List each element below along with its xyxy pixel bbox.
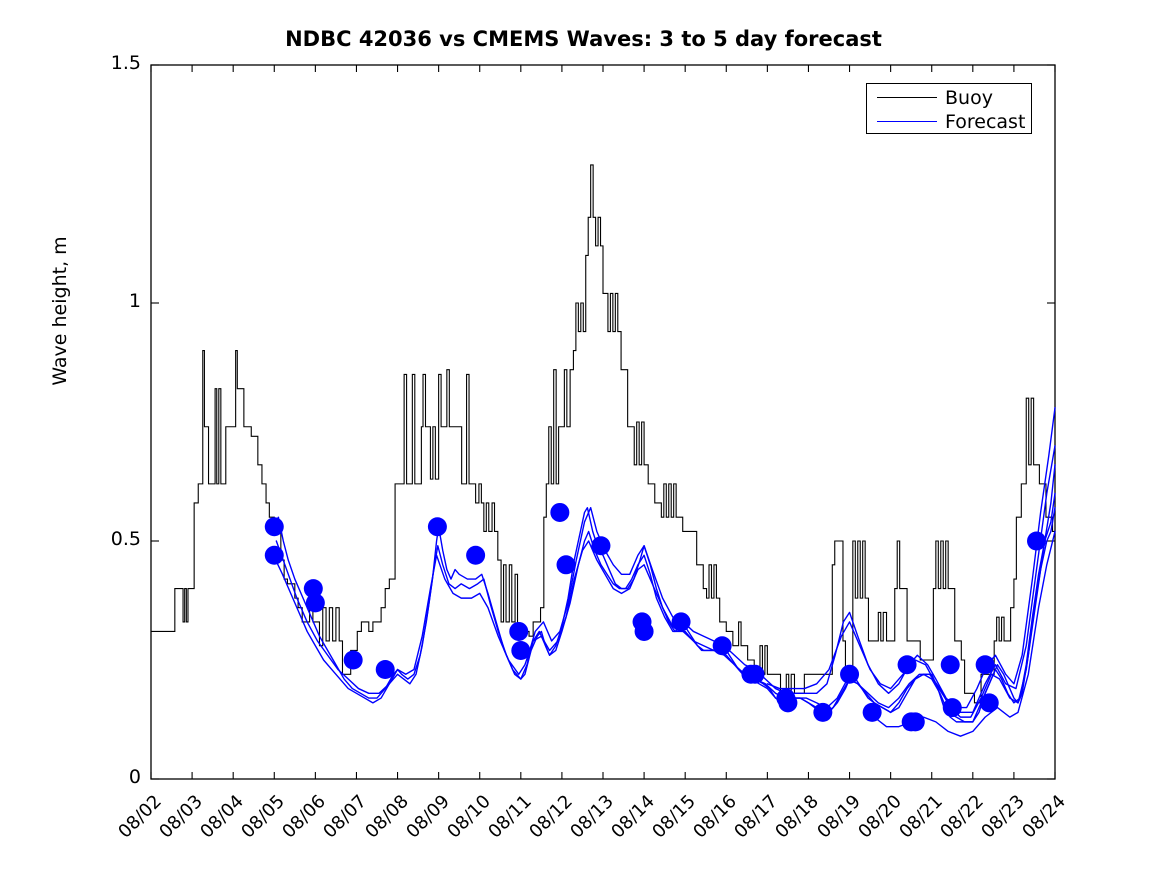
forecast-marker — [466, 545, 486, 565]
legend-entry-forecast[interactable]: Forecast — [867, 110, 1031, 135]
forecast-marker — [591, 536, 611, 556]
forecast-marker — [671, 612, 691, 632]
forecast-marker — [975, 655, 995, 675]
forecast-marker — [511, 640, 531, 660]
forecast-marker — [550, 502, 570, 522]
forecast-run-4day — [272, 492, 1056, 723]
y-tick-label: 0.5 — [110, 528, 141, 550]
forecast-marker — [264, 517, 284, 537]
forecast-marker — [813, 702, 833, 722]
forecast-marker — [862, 702, 882, 722]
forecast-marker — [778, 693, 798, 713]
legend-swatch-buoy — [877, 97, 937, 98]
forecast-marker — [979, 693, 999, 713]
forecast-marker — [264, 545, 284, 565]
forecast-marker — [897, 655, 917, 675]
forecast-marker — [712, 636, 732, 656]
forecast-run-5day — [275, 464, 1056, 718]
forecast-marker — [940, 655, 960, 675]
forecast-marker — [745, 664, 765, 684]
forecast-marker — [343, 650, 363, 670]
forecast-marker — [556, 555, 576, 575]
forecast-marker-points — [264, 502, 1047, 732]
forecast-marker — [905, 712, 925, 732]
buoy-series-line — [151, 164, 1055, 704]
chart-title: NDBC 42036 vs CMEMS Waves: 3 to 5 day fo… — [285, 27, 882, 51]
forecast-marker — [840, 664, 860, 684]
forecast-marker — [427, 517, 447, 537]
legend-label-forecast: Forecast — [945, 111, 1026, 133]
axes-frame — [150, 64, 1056, 780]
legend-entry-buoy[interactable]: Buoy — [867, 86, 1031, 111]
y-tick-label: 1 — [128, 290, 141, 312]
legend-swatch-forecast — [877, 121, 937, 122]
axis-ticks — [150, 64, 1056, 780]
forecast-marker — [509, 621, 529, 641]
y-tick-label: 0 — [128, 766, 141, 788]
legend[interactable]: Buoy Forecast — [866, 83, 1032, 134]
y-tick-label: 1.5 — [110, 52, 141, 74]
forecast-marker — [634, 621, 654, 641]
forecast-marker — [1027, 531, 1047, 551]
forecast-series-lines — [272, 407, 1056, 737]
legend-label-buoy: Buoy — [945, 87, 993, 109]
forecast-marker — [305, 593, 325, 613]
forecast-marker — [942, 698, 962, 718]
forecast-marker — [303, 579, 323, 599]
forecast-marker — [375, 660, 395, 680]
forecast-run-upper — [526, 407, 1056, 709]
